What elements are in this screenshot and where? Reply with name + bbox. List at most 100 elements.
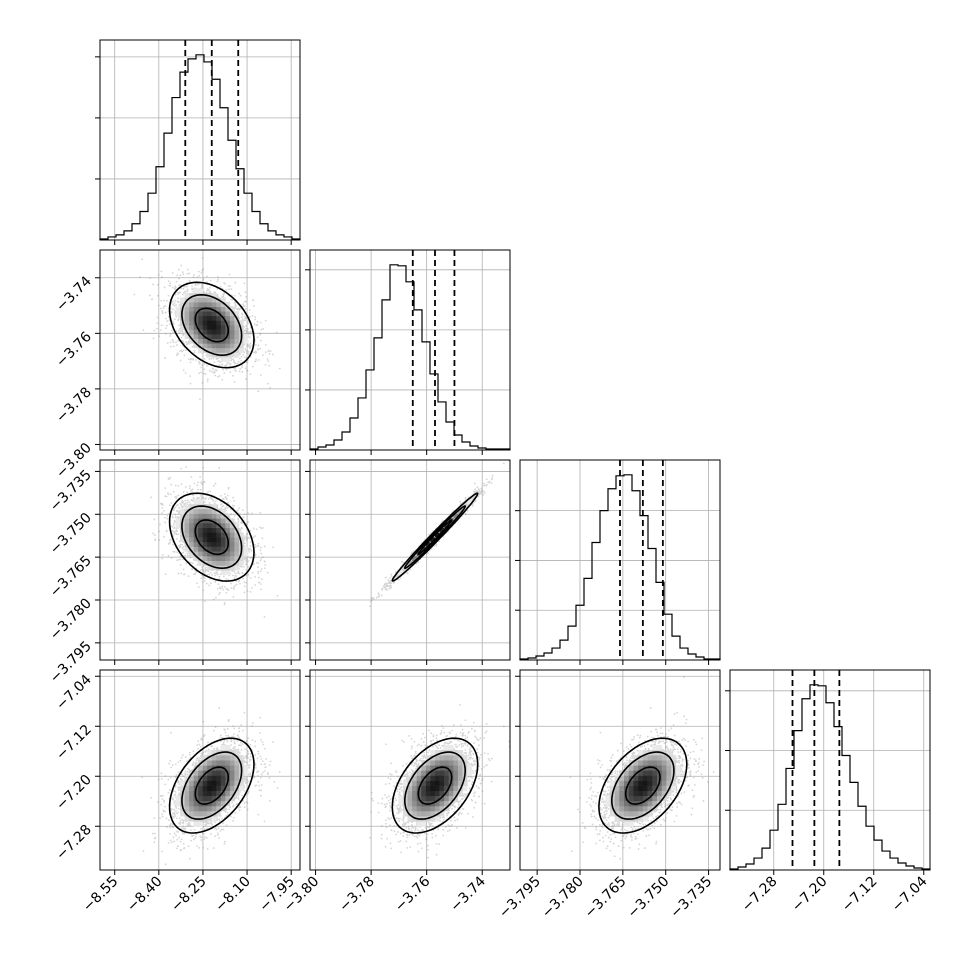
sample-point xyxy=(182,340,185,343)
sample-point xyxy=(244,291,247,294)
sample-point xyxy=(168,284,171,287)
sample-point xyxy=(261,526,264,529)
sample-point xyxy=(233,359,235,362)
density-cell xyxy=(202,320,208,326)
density-cell xyxy=(216,560,222,566)
density-cell xyxy=(216,315,222,321)
sample-point xyxy=(178,284,181,287)
density-cell xyxy=(189,508,194,514)
sample-point xyxy=(201,364,204,366)
density-cell xyxy=(193,499,199,505)
density-cell xyxy=(189,546,194,552)
sample-point xyxy=(257,572,260,575)
sample-point xyxy=(202,570,205,573)
sample-point xyxy=(177,353,179,356)
sample-point xyxy=(252,351,255,354)
sample-point xyxy=(224,496,227,498)
sample-point xyxy=(201,497,204,499)
sample-point xyxy=(227,487,230,490)
sample-point xyxy=(176,530,178,533)
sample-point xyxy=(175,510,178,512)
density-cell xyxy=(229,523,235,529)
sample-point xyxy=(203,363,206,365)
sample-point xyxy=(192,499,195,502)
y-tick-label: −3.750 xyxy=(47,510,95,558)
sample-point xyxy=(202,580,204,583)
sample-point xyxy=(178,516,180,518)
sample-point xyxy=(245,536,248,539)
sample-point xyxy=(177,533,180,536)
sample-point xyxy=(179,545,182,547)
sample-point xyxy=(209,290,212,293)
sample-point xyxy=(236,509,239,512)
sample-point xyxy=(185,340,188,343)
sample-point xyxy=(223,292,226,295)
sample-point xyxy=(172,320,174,323)
density-cell xyxy=(229,537,235,543)
density-cell xyxy=(189,297,194,303)
density-cell xyxy=(184,302,190,307)
sample-point xyxy=(177,293,180,295)
sample-point xyxy=(226,494,229,497)
sample-point xyxy=(174,293,177,296)
sample-point xyxy=(181,293,184,296)
x-tick-label: −7.28 xyxy=(739,874,781,916)
sample-point xyxy=(224,283,226,285)
sample-point xyxy=(167,477,170,480)
sample-point xyxy=(191,288,194,290)
sample-point xyxy=(237,307,239,310)
sample-point xyxy=(223,603,226,606)
sample-point xyxy=(191,285,193,288)
sample-point xyxy=(182,490,185,493)
sample-point xyxy=(201,269,203,272)
density-cell xyxy=(207,315,213,321)
sample-point xyxy=(174,516,177,519)
density-cell xyxy=(220,523,226,529)
sample-point xyxy=(222,588,225,591)
sample-point xyxy=(237,572,240,575)
density-cell xyxy=(229,546,235,552)
sample-point xyxy=(175,304,177,306)
sample-point xyxy=(240,312,243,315)
sample-point xyxy=(264,364,267,366)
sample-point xyxy=(166,342,169,344)
sample-point xyxy=(259,526,261,529)
sample-point xyxy=(250,556,253,559)
sample-point xyxy=(257,390,259,393)
sample-point xyxy=(222,293,225,296)
sample-point xyxy=(264,319,267,322)
density-cell xyxy=(207,347,213,353)
sample-point xyxy=(216,505,219,508)
density-cell xyxy=(193,302,199,307)
sample-point xyxy=(192,358,194,360)
sample-point xyxy=(259,549,262,552)
sample-point xyxy=(182,291,185,294)
density-cell xyxy=(229,338,235,344)
sample-point xyxy=(271,353,274,356)
sample-point xyxy=(252,304,255,307)
density-cell xyxy=(184,527,190,533)
sample-point xyxy=(168,319,171,322)
sample-point xyxy=(154,538,157,541)
panel-content xyxy=(310,460,510,660)
panel-2-1 xyxy=(305,459,511,665)
sample-point xyxy=(204,570,206,573)
sample-point xyxy=(195,571,198,574)
sample-point xyxy=(221,363,223,366)
sample-point xyxy=(247,512,250,515)
sample-point xyxy=(189,357,192,360)
density-cell xyxy=(225,513,231,519)
sample-point xyxy=(191,358,193,361)
sample-point xyxy=(222,498,225,500)
histogram-2 xyxy=(519,474,721,660)
sample-point xyxy=(172,331,174,334)
sample-point xyxy=(201,285,204,288)
density-cell xyxy=(225,343,231,349)
sample-point xyxy=(178,324,181,327)
sample-point xyxy=(257,390,260,393)
sample-point xyxy=(246,537,249,539)
sample-point xyxy=(259,321,262,324)
sample-point xyxy=(239,565,242,568)
sample-point xyxy=(225,497,228,499)
density-cell xyxy=(225,560,231,566)
